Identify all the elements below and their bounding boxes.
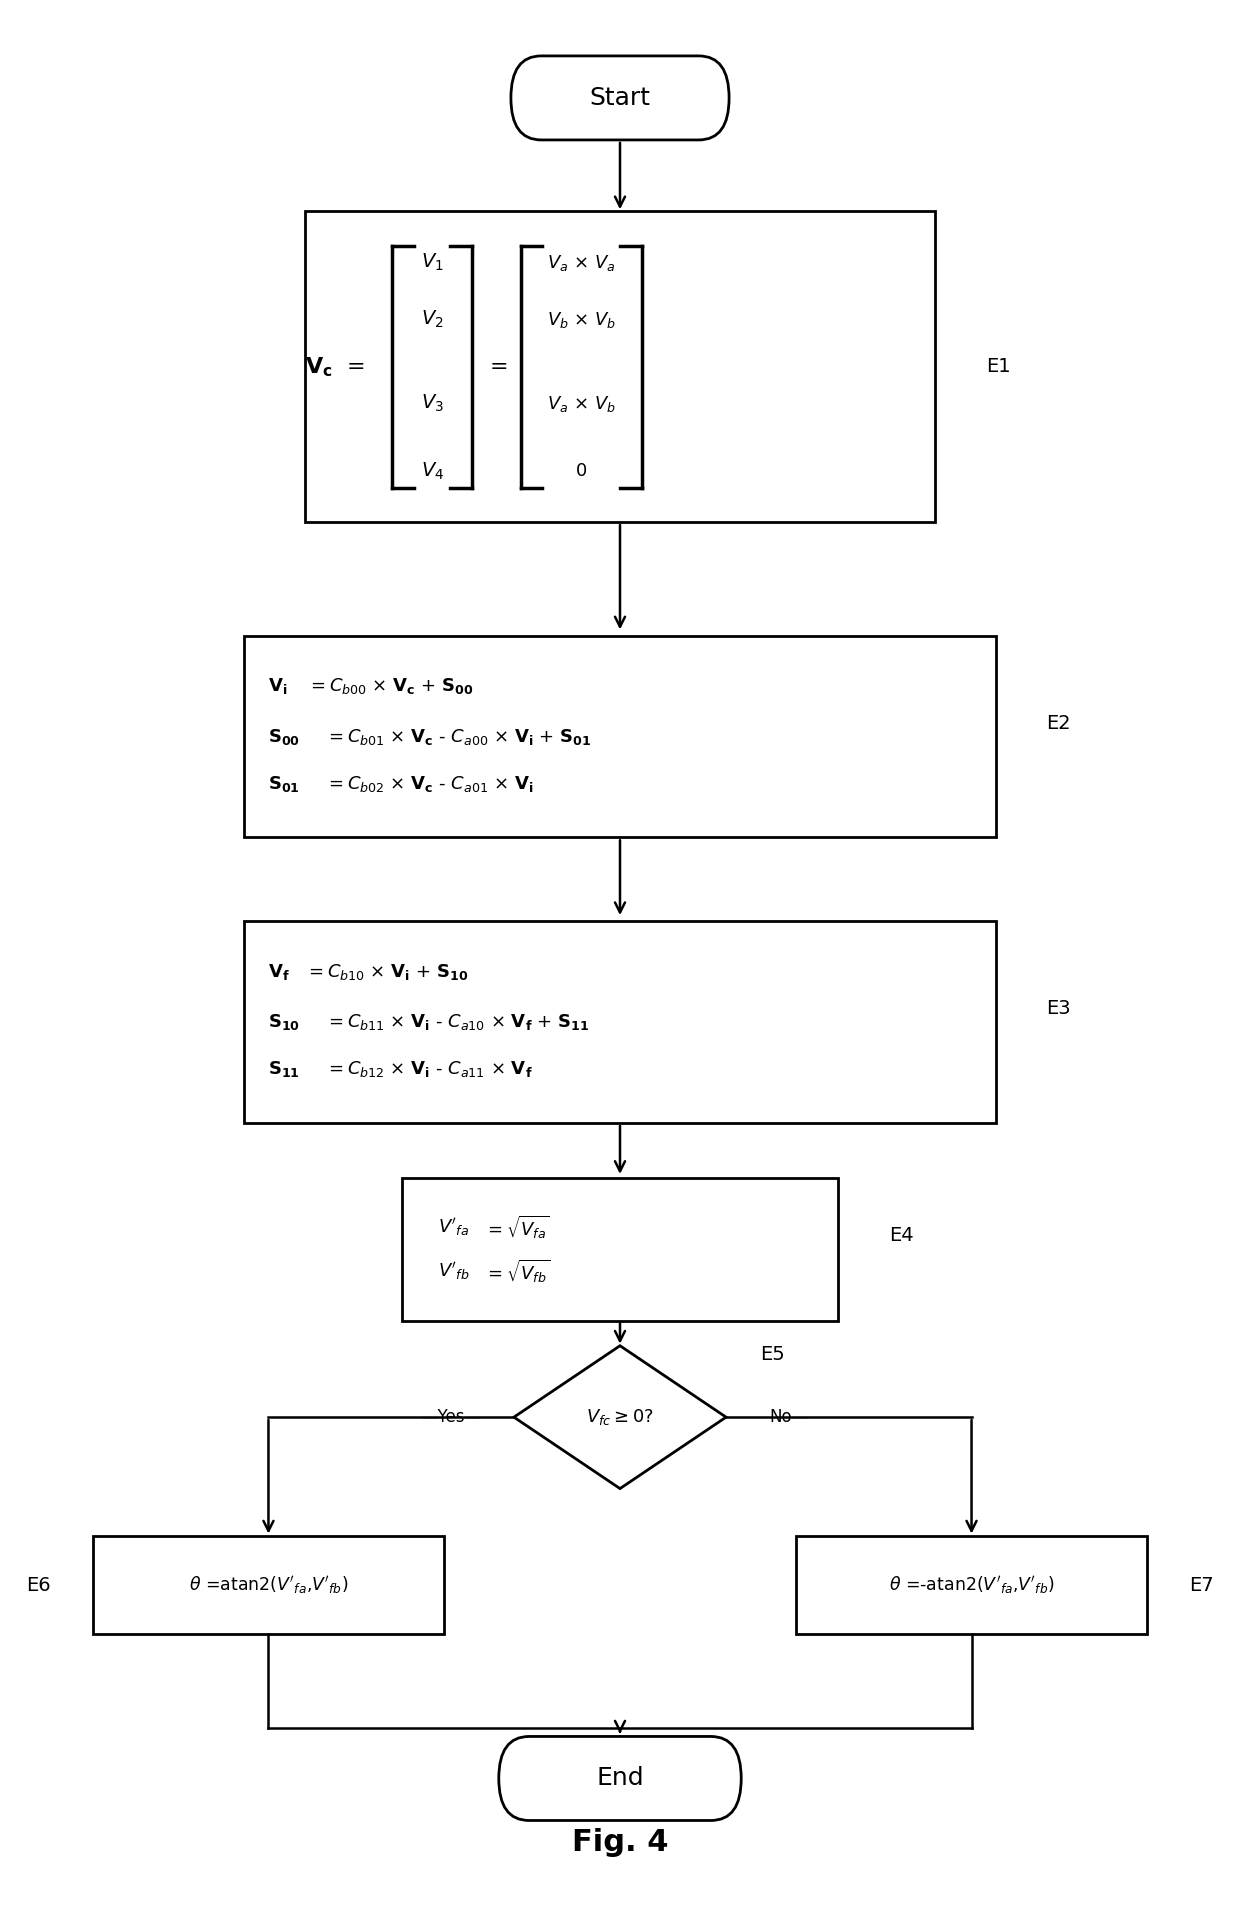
Text: —Yes—: —Yes— [420, 1408, 481, 1427]
Polygon shape [513, 1347, 727, 1488]
Text: $V_{fc} \geq 0?$: $V_{fc} \geq 0?$ [587, 1408, 653, 1427]
Text: =: = [490, 357, 508, 376]
Text: $V_3$: $V_3$ [420, 393, 444, 414]
Bar [244, 921, 996, 1123]
Text: $V_2$: $V_2$ [420, 309, 444, 330]
Bar [93, 1536, 444, 1633]
Text: $\mathbf{S_{00}}$: $\mathbf{S_{00}}$ [268, 726, 300, 747]
Text: $\mathbf{V_i}$: $\mathbf{V_i}$ [268, 676, 288, 695]
Text: $\theta$ =-atan2($V'_{fa}$,$V'_{fb}$): $\theta$ =-atan2($V'_{fa}$,$V'_{fb}$) [889, 1574, 1054, 1597]
Text: $\theta$ =atan2($V'_{fa}$,$V'_{fb}$): $\theta$ =atan2($V'_{fa}$,$V'_{fb}$) [188, 1574, 348, 1597]
Text: $=C_{b12}$ × $\mathbf{V_i}$ - $C_{a11}$ × $\mathbf{V_f}$: $=C_{b12}$ × $\mathbf{V_i}$ - $C_{a11}$ … [325, 1060, 533, 1079]
Text: $V_b$ × $V_b$: $V_b$ × $V_b$ [547, 309, 616, 330]
Bar [244, 636, 996, 837]
Text: $V_1$: $V_1$ [420, 252, 444, 273]
Text: $V'_{fb}$: $V'_{fb}$ [438, 1261, 470, 1282]
Text: $=C_{b02}$ × $\mathbf{V_c}$ - $C_{a01}$ × $\mathbf{V_i}$: $=C_{b02}$ × $\mathbf{V_c}$ - $C_{a01}$ … [325, 774, 534, 793]
Text: $V_a$ × $V_b$: $V_a$ × $V_b$ [547, 393, 615, 414]
Text: $V'_{fa}$: $V'_{fa}$ [438, 1217, 469, 1238]
Text: $=C_{b00}$ × $\mathbf{V_c}$ + $\mathbf{S_{00}}$: $=C_{b00}$ × $\mathbf{V_c}$ + $\mathbf{S… [308, 676, 474, 695]
Text: End: End [596, 1767, 644, 1790]
Text: E6: E6 [26, 1576, 51, 1595]
Text: E1: E1 [986, 357, 1011, 376]
Text: $= \sqrt{V_{fa}}$: $= \sqrt{V_{fa}}$ [485, 1213, 551, 1242]
FancyBboxPatch shape [498, 1736, 742, 1820]
Text: $V_a$ × $V_a$: $V_a$ × $V_a$ [547, 252, 615, 273]
Bar [796, 1536, 1147, 1633]
Text: $\mathbf{V_c}$  =: $\mathbf{V_c}$ = [305, 355, 365, 378]
Text: $=C_{b01}$ × $\mathbf{V_c}$ - $C_{a00}$ × $\mathbf{V_i}$ + $\mathbf{S_{01}}$: $=C_{b01}$ × $\mathbf{V_c}$ - $C_{a00}$ … [325, 726, 591, 747]
Bar [402, 1178, 838, 1320]
Text: E7: E7 [1189, 1576, 1214, 1595]
Text: No—: No— [770, 1408, 808, 1427]
Text: E3: E3 [1047, 999, 1071, 1018]
Text: $=C_{b10}$ × $\mathbf{V_i}$ + $\mathbf{S_{10}}$: $=C_{b10}$ × $\mathbf{V_i}$ + $\mathbf{S… [305, 963, 467, 982]
Text: $\mathbf{S_{10}}$: $\mathbf{S_{10}}$ [268, 1012, 300, 1031]
Text: $0$: $0$ [575, 462, 588, 479]
Text: $\mathbf{V_f}$: $\mathbf{V_f}$ [268, 963, 290, 982]
Text: $=C_{b11}$ × $\mathbf{V_i}$ - $C_{a10}$ × $\mathbf{V_f}$ + $\mathbf{S_{11}}$: $=C_{b11}$ × $\mathbf{V_i}$ - $C_{a10}$ … [325, 1012, 590, 1031]
Text: Start: Start [589, 86, 651, 111]
FancyBboxPatch shape [511, 55, 729, 139]
Text: E2: E2 [1047, 714, 1071, 733]
Text: E5: E5 [760, 1345, 785, 1364]
Text: $\mathbf{S_{11}}$: $\mathbf{S_{11}}$ [268, 1060, 300, 1079]
Text: E4: E4 [889, 1226, 914, 1245]
Text: $V_4$: $V_4$ [420, 460, 444, 481]
Bar [305, 212, 935, 521]
Text: $\mathbf{S_{01}}$: $\mathbf{S_{01}}$ [268, 774, 300, 793]
Text: $= \sqrt{V_{fb}}$: $= \sqrt{V_{fb}}$ [485, 1257, 551, 1285]
Text: Fig. 4: Fig. 4 [572, 1828, 668, 1857]
